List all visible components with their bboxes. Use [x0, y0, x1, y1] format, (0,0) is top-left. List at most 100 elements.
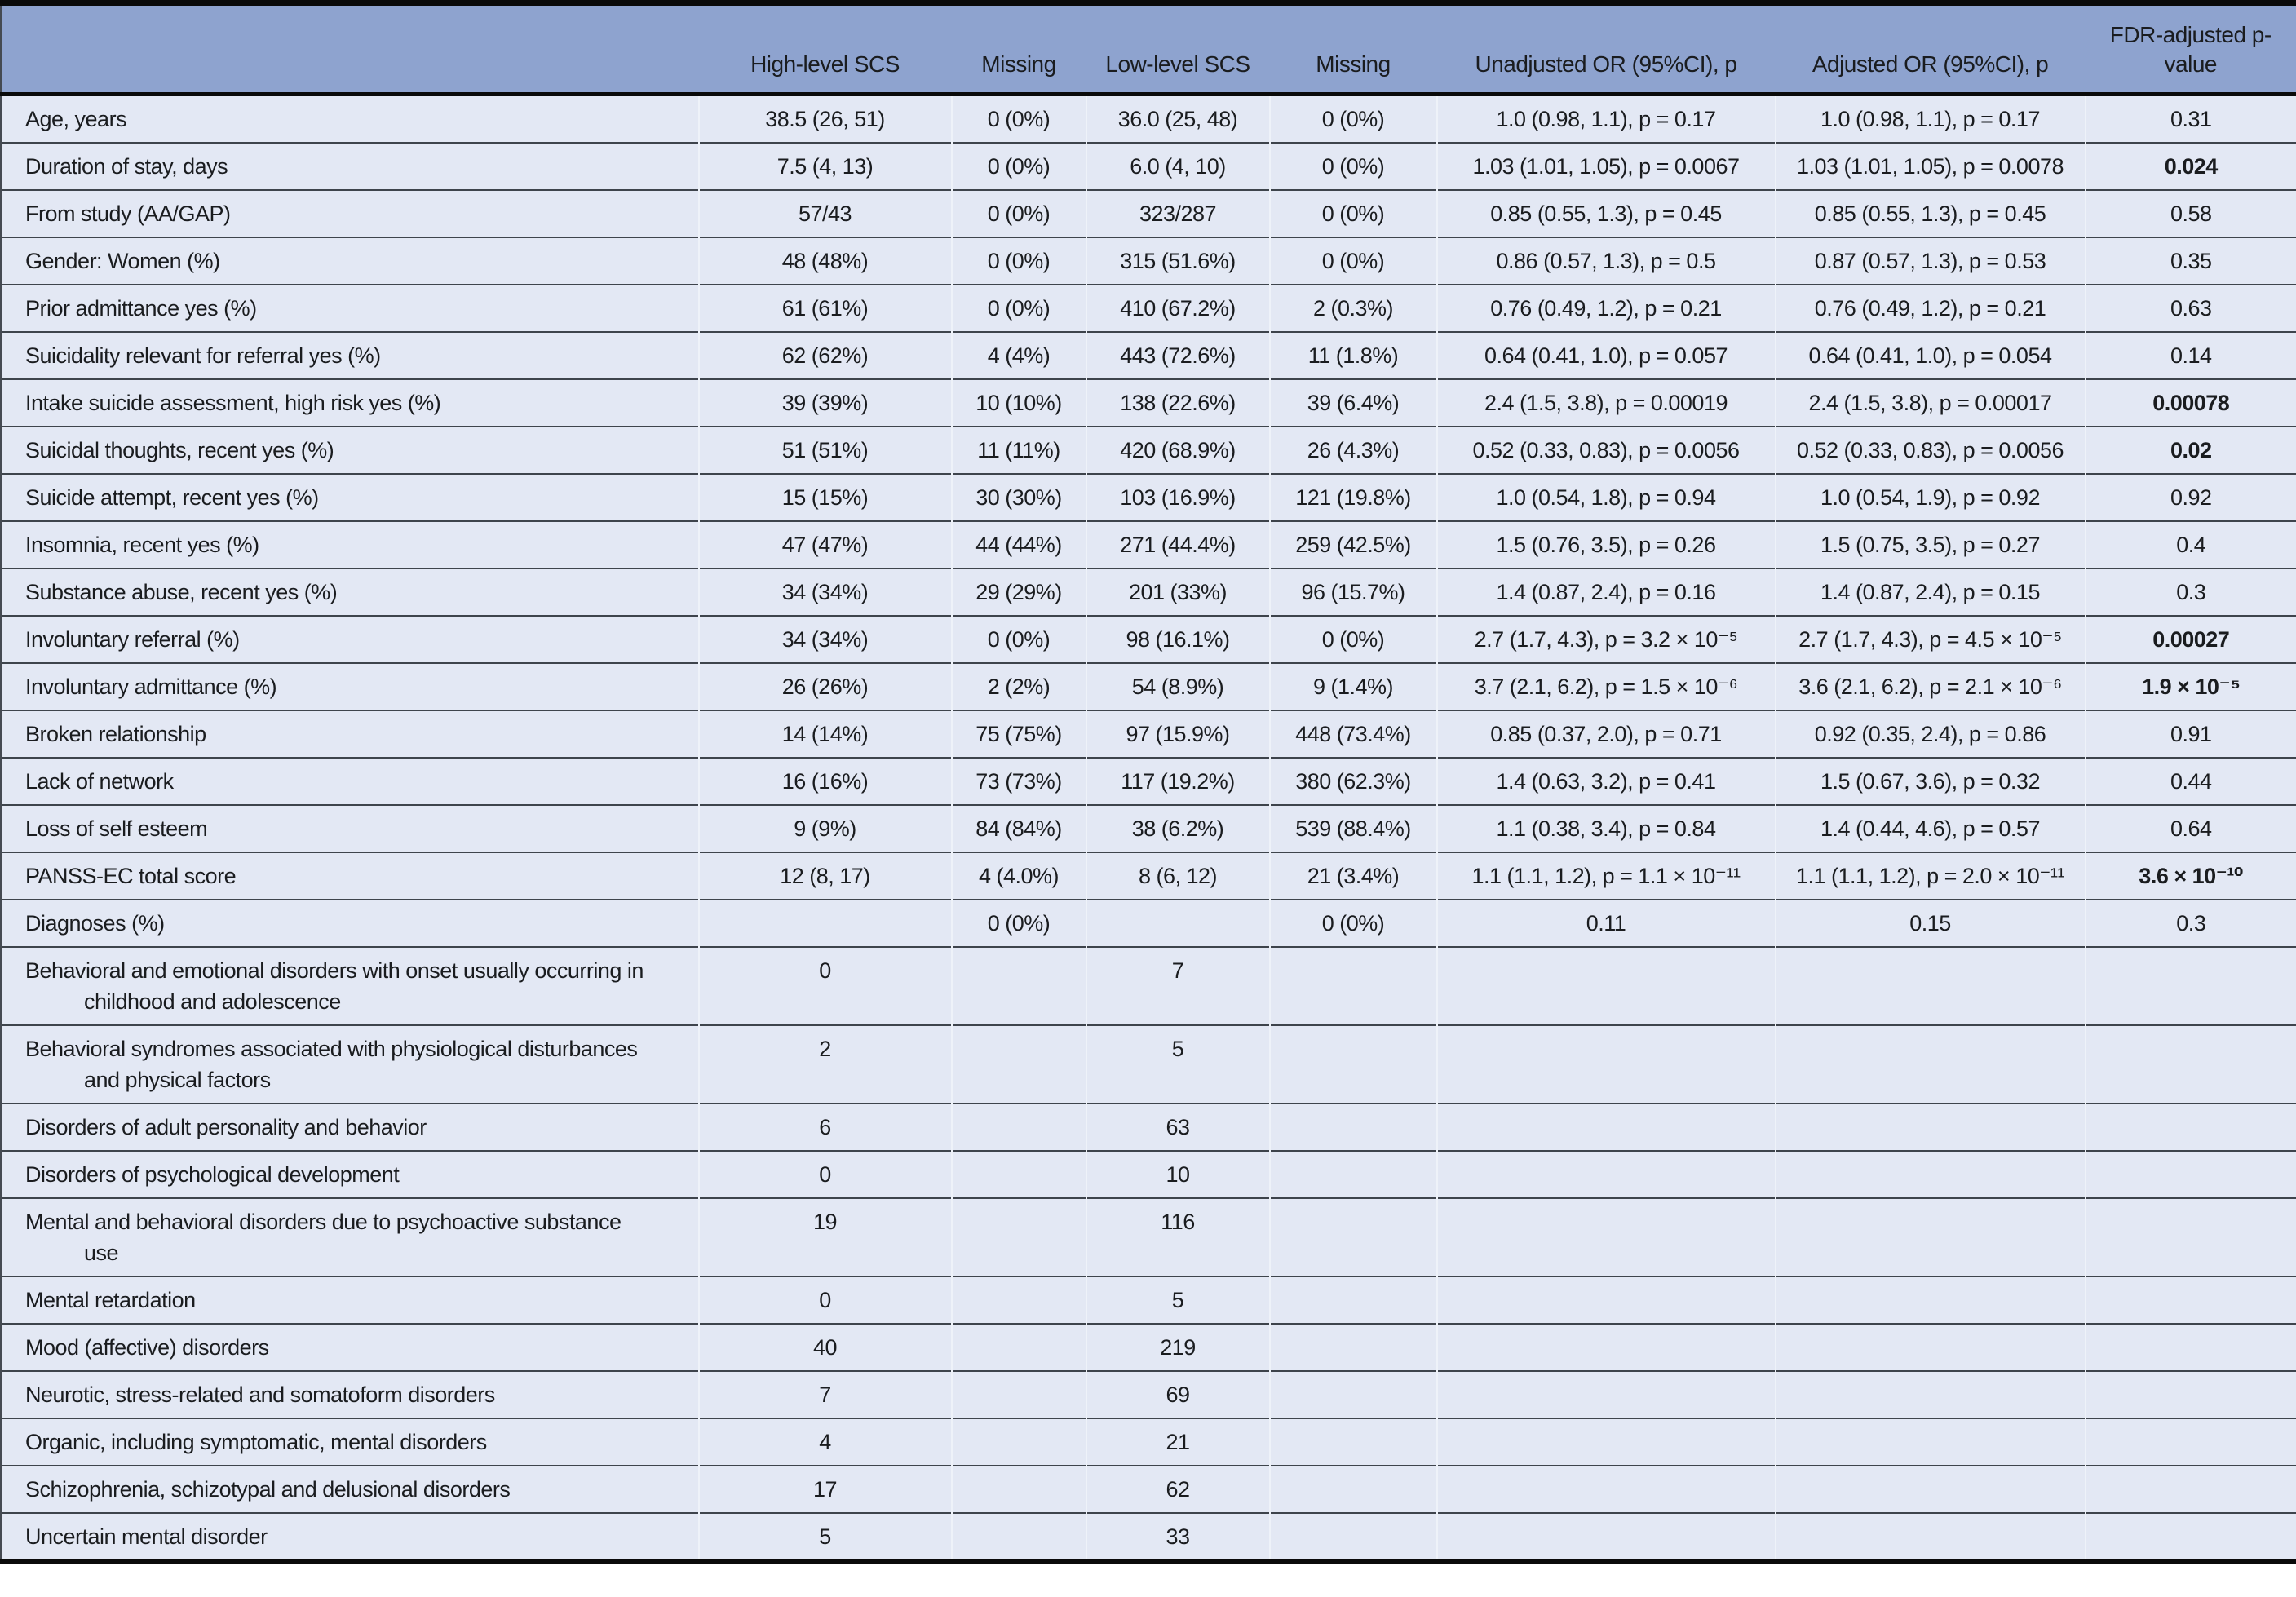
cell: 0.85 (0.55, 1.3), p = 0.45: [1774, 189, 2086, 237]
cell: 10: [1085, 1150, 1270, 1198]
cell: [950, 1024, 1086, 1104]
cell: [2084, 1465, 2296, 1513]
table-row: Lack of network 16 (16%) 73 (73%) 117 (19.2…: [1, 757, 2296, 805]
cell: 26 (4.3%): [1268, 426, 1437, 474]
cell: 0.024: [2084, 142, 2296, 190]
cell: 63: [1085, 1103, 1270, 1151]
cell: [1774, 1512, 2086, 1562]
cell: 26 (26%): [697, 662, 952, 710]
cell: 39 (39%): [697, 378, 952, 427]
cell: 14 (14%): [697, 710, 952, 758]
cell: 0.3: [2084, 899, 2296, 947]
cell: 0 (0%): [1268, 142, 1437, 190]
row-label: Disorders of adult personality and behav…: [1, 1103, 699, 1151]
cell: 57/43: [697, 189, 952, 237]
cell: 34 (34%): [697, 568, 952, 616]
row-label: PANSS-EC total score: [1, 852, 699, 900]
cell: [1436, 1418, 1776, 1466]
cell: 2.7 (1.7, 4.3), p = 4.5 × 10⁻⁵: [1774, 615, 2086, 663]
table-row: Diagnoses (%) 0 (0%) 0 (0%) 0.11 0.15 0.3: [1, 899, 2296, 947]
cell: 48 (48%): [697, 237, 952, 285]
table-body: Age, years 38.5 (26, 51) 0 (0%) 36.0 (25, 4…: [1, 94, 2296, 1562]
cell: 3.6 × 10⁻¹⁰: [2084, 852, 2296, 900]
cell: 0.64: [2084, 804, 2296, 852]
cell: 51 (51%): [697, 426, 952, 474]
cell: 15 (15%): [697, 473, 952, 521]
row-label: From study (AA/GAP): [1, 189, 699, 237]
row-label: Behavioral syndromes associated with phy…: [1, 1024, 699, 1104]
cell: 4: [697, 1418, 952, 1466]
cell: 0.00027: [2084, 615, 2296, 663]
cell: 84 (84%): [950, 804, 1086, 852]
cell: 7: [1085, 946, 1270, 1025]
row-label: Broken relationship: [1, 710, 699, 758]
cell: 4 (4%): [950, 331, 1086, 379]
cell: 0 (0%): [1268, 237, 1437, 285]
cell: [950, 1323, 1086, 1371]
cell: 1.03 (1.01, 1.05), p = 0.0067: [1436, 142, 1776, 190]
table-row: Behavioral syndromes associated with phy…: [1, 1024, 2296, 1104]
cell: 6: [697, 1103, 952, 1151]
cell: 116: [1085, 1197, 1270, 1276]
cell: 323/287: [1085, 189, 1270, 237]
cell: 0 (0%): [950, 615, 1086, 663]
row-label: Suicidality relevant for referral yes (%…: [1, 331, 699, 379]
cell: [950, 1103, 1086, 1151]
cell: 0.35: [2084, 237, 2296, 285]
cell: 1.5 (0.67, 3.6), p = 0.32: [1774, 757, 2086, 805]
cell: 448 (73.4%): [1268, 710, 1437, 758]
cell: 0.76 (0.49, 1.2), p = 0.21: [1436, 284, 1776, 332]
cell: [950, 1370, 1086, 1418]
cell: 0.00078: [2084, 378, 2296, 427]
table-row: Gender: Women (%) 48 (48%) 0 (0%) 315 (51.6…: [1, 237, 2296, 285]
cell: [1268, 1512, 1437, 1562]
cell: 0.76 (0.49, 1.2), p = 0.21: [1774, 284, 2086, 332]
cell: 38 (6.2%): [1085, 804, 1270, 852]
col-header-fdr-adjusted-p: FDR-adjusted p-value: [2085, 2, 2296, 96]
table-row: Intake suicide assessment, high risk yes…: [1, 378, 2296, 427]
table-row: Schizophrenia, schizotypal and delusiona…: [1, 1465, 2296, 1513]
cell: 38.5 (26, 51): [697, 94, 952, 143]
cell: [2084, 1370, 2296, 1418]
table-row: Uncertain mental disorder 5 33: [1, 1512, 2296, 1562]
cell: 19: [697, 1197, 952, 1276]
cell: [1268, 1150, 1437, 1198]
cell: 97 (15.9%): [1085, 710, 1270, 758]
cell: 1.1 (1.1, 1.2), p = 2.0 × 10⁻¹¹: [1774, 852, 2086, 900]
cell: [1774, 1323, 2086, 1371]
cell: 34 (34%): [697, 615, 952, 663]
cell: [950, 946, 1086, 1025]
cell: 0.31: [2084, 94, 2296, 143]
cell: [1436, 1197, 1776, 1276]
cell: 2.4 (1.5, 3.8), p = 0.00019: [1436, 378, 1776, 427]
cell: 1.1 (1.1, 1.2), p = 1.1 × 10⁻¹¹: [1436, 852, 1776, 900]
cell: [2084, 1418, 2296, 1466]
cell: 21: [1085, 1418, 1270, 1466]
cell: [1774, 1024, 2086, 1104]
cell: 271 (44.4%): [1085, 520, 1270, 568]
cell: 0.92: [2084, 473, 2296, 521]
cell: 30 (30%): [950, 473, 1086, 521]
cell: [2084, 1024, 2296, 1104]
cell: [1774, 946, 2086, 1025]
cell: 98 (16.1%): [1085, 615, 1270, 663]
cell: 0 (0%): [950, 237, 1086, 285]
row-label: Suicide attempt, recent yes (%): [1, 473, 699, 521]
cell: 12 (8, 17): [697, 852, 952, 900]
cell: 0: [697, 1276, 952, 1324]
cell: [1268, 1418, 1437, 1466]
cell: 0.64 (0.41, 1.0), p = 0.057: [1436, 331, 1776, 379]
cell: 0.44: [2084, 757, 2296, 805]
cell: 539 (88.4%): [1268, 804, 1437, 852]
cell: 29 (29%): [950, 568, 1086, 616]
row-label: Suicidal thoughts, recent yes (%): [1, 426, 699, 474]
row-label: Gender: Women (%): [1, 237, 699, 285]
cell: 0.4: [2084, 520, 2296, 568]
row-label: Insomnia, recent yes (%): [1, 520, 699, 568]
cell: 6.0 (4, 10): [1085, 142, 1270, 190]
cell: [950, 1418, 1086, 1466]
cell: 69: [1085, 1370, 1270, 1418]
table-row: Neurotic, stress-related and somatoform …: [1, 1370, 2296, 1418]
table-row: Prior admittance yes (%) 61 (61%) 0 (0%) 41…: [1, 284, 2296, 332]
row-label: Lack of network: [1, 757, 699, 805]
